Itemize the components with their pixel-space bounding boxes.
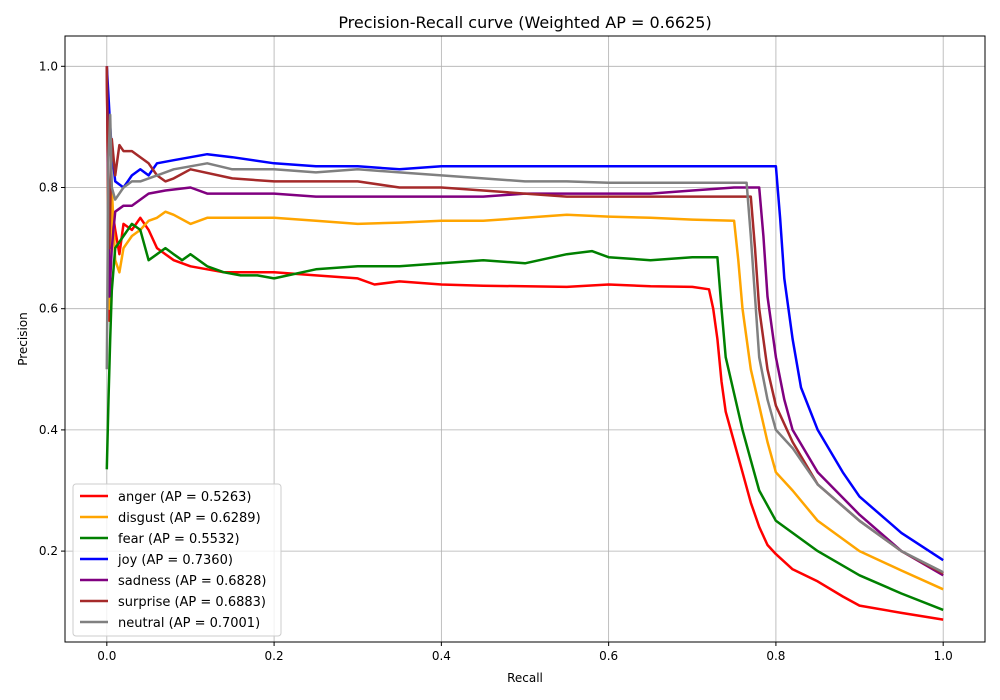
series-line-3 — [105, 66, 944, 562]
plot-frame — [64, 35, 986, 643]
series-line-6 — [105, 113, 944, 574]
legend-entry: anger (AP = 0.5263) — [118, 490, 251, 505]
grid — [65, 36, 985, 642]
legend-entry: sadness (AP = 0.6828) — [118, 574, 266, 589]
series-line-2 — [105, 222, 944, 612]
legend: anger (AP = 0.5263) disgust (AP = 0.6289)… — [72, 483, 282, 637]
x-axis-ticks: 0.0 0.2 0.4 0.6 0.8 1.0 — [97, 642, 953, 663]
legend-entry: joy (AP = 0.7360) — [117, 553, 233, 568]
series-line-1 — [105, 66, 944, 591]
x-tick-label: 0.0 — [97, 649, 116, 663]
legend-entry: surprise (AP = 0.6883) — [118, 595, 266, 610]
series-line-4 — [105, 66, 944, 577]
series-lines — [105, 66, 944, 621]
x-tick-label: 1.0 — [934, 649, 953, 663]
legend-entry: fear (AP = 0.5532) — [118, 532, 240, 547]
x-tick-label: 0.6 — [599, 649, 618, 663]
legend-entry: neutral (AP = 0.7001) — [118, 616, 260, 631]
y-tick-label: 0.2 — [39, 544, 58, 558]
y-axis-label: Precision — [16, 312, 30, 366]
y-tick-label: 1.0 — [39, 59, 58, 73]
y-tick-label: 0.8 — [39, 181, 58, 195]
x-tick-label: 0.8 — [766, 649, 785, 663]
series-line-0 — [105, 66, 944, 621]
x-axis-label: Recall — [507, 671, 543, 685]
y-tick-label: 0.4 — [39, 423, 58, 437]
legend-box — [72, 483, 282, 637]
x-tick-label: 0.2 — [265, 649, 284, 663]
chart-title: Precision-Recall curve (Weighted AP = 0.… — [338, 13, 711, 32]
y-tick-label: 0.6 — [39, 302, 58, 316]
legend-entry: disgust (AP = 0.6289) — [118, 511, 261, 526]
y-axis-ticks: 0.2 0.4 0.6 0.8 1.0 — [39, 59, 65, 558]
series-line-5 — [105, 66, 944, 575]
x-tick-label: 0.4 — [432, 649, 451, 663]
